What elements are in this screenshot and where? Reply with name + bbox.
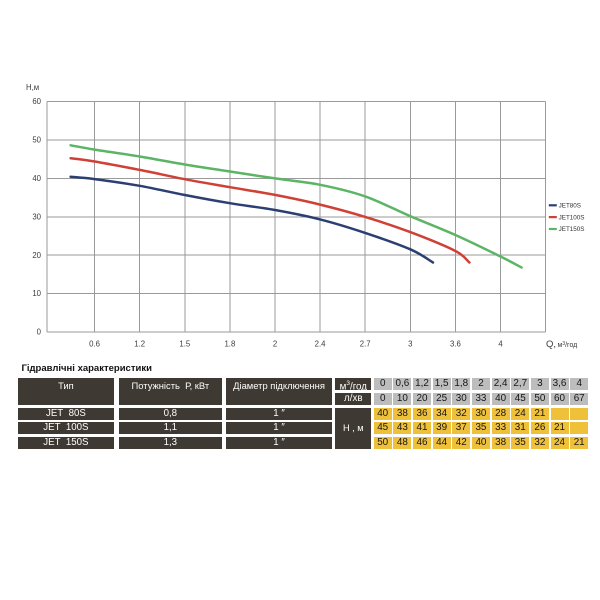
svg-text:H,м: H,м: [26, 83, 39, 92]
svg-text:10: 10: [32, 289, 41, 298]
svg-text:2.4: 2.4: [315, 340, 327, 349]
svg-text:JET150S: JET150S: [559, 226, 585, 233]
svg-text:2: 2: [273, 340, 277, 349]
svg-text:30: 30: [32, 212, 41, 221]
svg-text:4: 4: [498, 340, 503, 349]
svg-text:1.2: 1.2: [134, 340, 145, 349]
svg-text:1.8: 1.8: [224, 340, 235, 349]
svg-text:JET100S: JET100S: [559, 214, 585, 221]
svg-text:40: 40: [32, 174, 41, 183]
svg-text:1.5: 1.5: [179, 340, 191, 349]
svg-text:50: 50: [32, 136, 41, 145]
svg-text:м3/год: м3/год: [558, 341, 578, 349]
svg-text:3: 3: [408, 340, 412, 349]
svg-text:2.7: 2.7: [360, 340, 371, 349]
svg-text:0.6: 0.6: [89, 340, 100, 349]
svg-text:JET80S: JET80S: [559, 203, 581, 210]
svg-text:20: 20: [32, 251, 41, 260]
svg-text:3.6: 3.6: [450, 340, 461, 349]
svg-text:0: 0: [37, 328, 42, 337]
svg-text:Q,: Q,: [546, 339, 556, 350]
svg-text:60: 60: [32, 97, 41, 106]
